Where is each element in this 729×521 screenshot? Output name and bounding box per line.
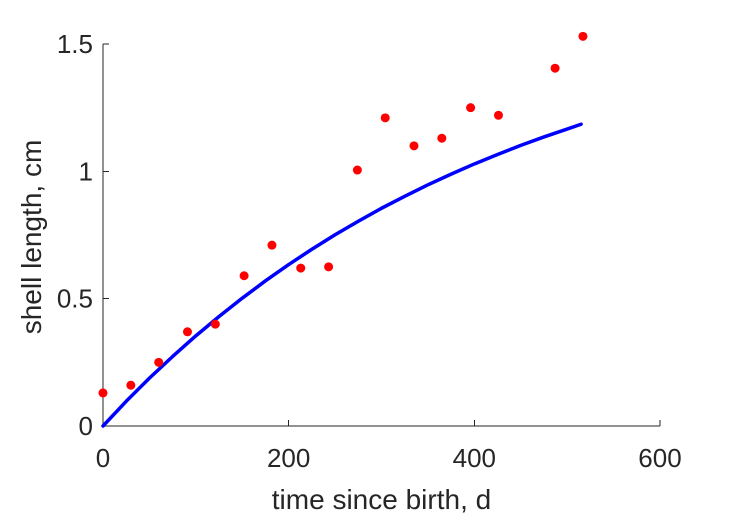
data-point [98, 388, 108, 398]
x-axis-title: time since birth, d [272, 484, 491, 515]
data-point [182, 327, 192, 337]
x-ticks: 0 200 400 600 [96, 420, 682, 473]
y-tick-label: 0.5 [57, 284, 93, 314]
data-point [324, 262, 334, 272]
data-point [437, 133, 447, 143]
data-point [466, 103, 476, 113]
y-tick-label: 0 [79, 411, 93, 441]
y-tick-label: 1.5 [57, 29, 93, 59]
x-tick-label: 600 [638, 443, 681, 473]
fit-line [101, 122, 583, 428]
data-point [578, 31, 588, 41]
data-point [267, 240, 277, 250]
y-ticks: 0 0.5 1 1.5 [57, 29, 109, 441]
data-point [550, 63, 560, 73]
data-point [239, 271, 249, 281]
axes: 0 200 400 600 0 0.5 1 1.5 [57, 29, 682, 473]
data-point [380, 113, 390, 123]
x-tick-label: 200 [267, 443, 310, 473]
plot-area [98, 31, 588, 428]
data-point [493, 110, 503, 120]
y-tick-label: 1 [79, 156, 93, 186]
y-axis-title: shell length, cm [16, 140, 47, 335]
x-tick-label: 400 [453, 443, 496, 473]
data-point [296, 263, 306, 273]
data-point [409, 141, 419, 151]
data-point [210, 319, 220, 329]
x-tick-label: 0 [96, 443, 110, 473]
data-point [126, 380, 136, 390]
data-point [154, 357, 164, 367]
data-point [352, 165, 362, 175]
